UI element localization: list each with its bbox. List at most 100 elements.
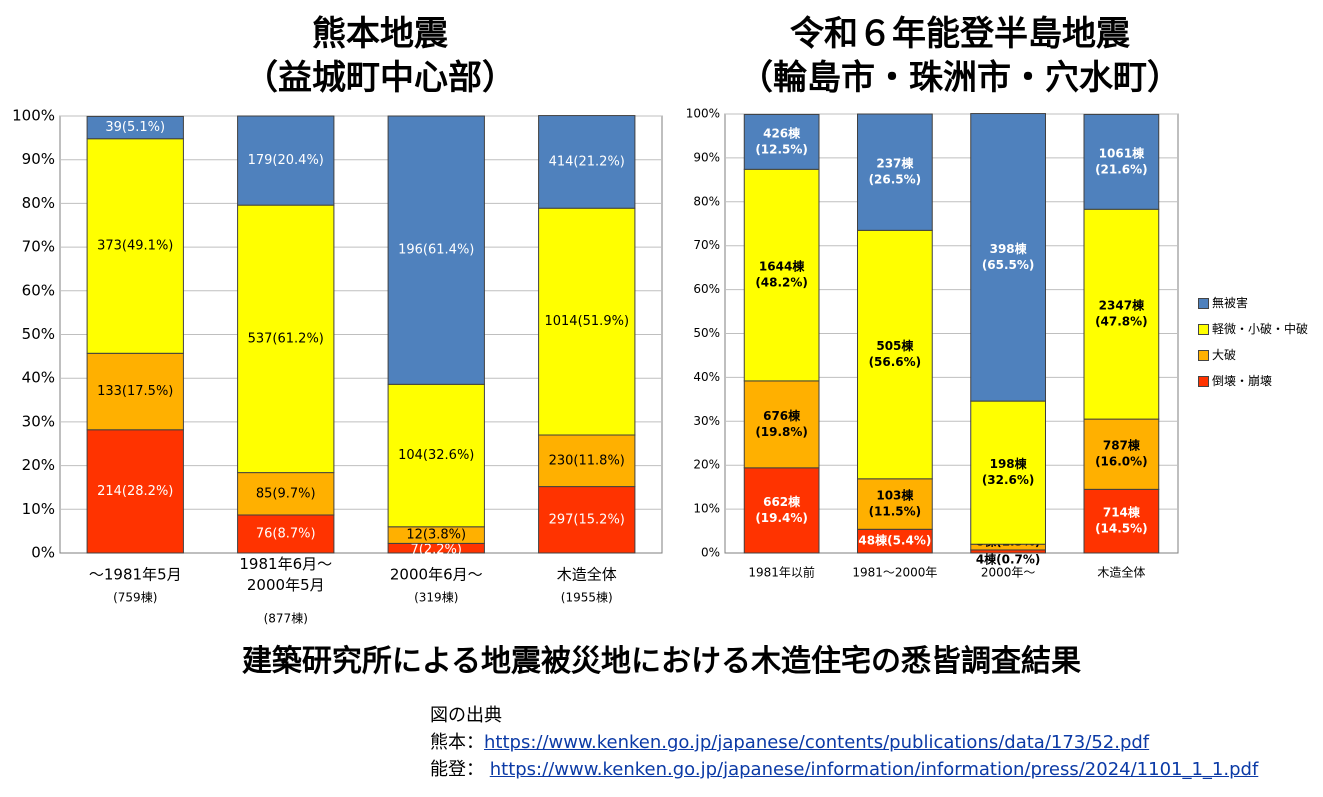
noto-bar-segment-minor	[743, 168, 820, 382]
kumamoto-bar-segment-collapse	[538, 486, 636, 554]
kumamoto-data-label-none: 39(5.1%)	[105, 120, 165, 135]
noto-y-tick-label: 10%	[693, 502, 720, 516]
kumamoto-bar-segment-major	[86, 352, 184, 431]
kumamoto-y-tick-label: 50%	[22, 325, 55, 343]
noto-y-tick-label: 80%	[693, 194, 720, 208]
noto-bar-segment-collapse	[1083, 488, 1160, 554]
legend-label-major: 大破	[1212, 348, 1237, 362]
kumamoto-x-category-label: ～1981年5月	[89, 566, 182, 584]
noto-bar-segment-none	[1083, 113, 1160, 210]
noto-data-label-minor: 1644棟(48.2%)	[755, 259, 808, 290]
kumamoto-bar-segment-none	[538, 115, 636, 209]
noto-bar-segment-minor	[970, 400, 1046, 545]
legend-swatch-major	[1198, 349, 1209, 361]
noto-bar-segment-major	[743, 380, 820, 469]
kumamoto-y-tick-label: 30%	[22, 412, 55, 430]
kumamoto-x-category-count: (319棟)	[414, 590, 458, 605]
noto-data-label-none: 237棟(26.5%)	[869, 156, 922, 187]
noto-bar-segment-major	[1083, 418, 1160, 490]
kumamoto-y-tick-label: 0%	[31, 544, 55, 562]
source-kumamoto-prefix: 熊本：	[430, 732, 484, 753]
noto-x-category-label: 2000年～	[981, 566, 1036, 580]
legend-item-major: 大破	[1198, 342, 1308, 368]
source-noto-prefix: 能登：	[430, 759, 490, 780]
noto-data-label-minor: 505棟(56.6%)	[869, 338, 922, 369]
source-noto-link[interactable]: https://www.kenken.go.jp/japanese/inform…	[489, 759, 1259, 780]
kumamoto-data-label-major: 12(3.8%)	[406, 528, 466, 543]
noto-data-label-minor: 2347棟(47.8%)	[1095, 298, 1148, 329]
kumamoto-y-tick-label: 90%	[22, 150, 55, 168]
source-kumamoto-link[interactable]: https://www.kenken.go.jp/japanese/conten…	[484, 732, 1150, 753]
kumamoto-bar-segment-none	[237, 115, 335, 206]
kumamoto-data-label-major: 230(11.8%)	[549, 453, 625, 468]
noto-x-category-label: 木造全体	[1097, 565, 1145, 580]
noto-legend: 無被害 軽微・小破・中破 大破 倒壊・崩壊	[1198, 290, 1308, 394]
noto-y-tick-label: 70%	[693, 238, 720, 252]
legend-label-collapse: 倒壊・崩壊	[1212, 374, 1273, 388]
noto-bar-segment-major	[857, 478, 933, 530]
legend-swatch-none	[1198, 297, 1209, 309]
kumamoto-y-tick-label: 60%	[22, 281, 55, 299]
kumamoto-data-label-major: 85(9.7%)	[256, 486, 316, 501]
noto-title: 令和６年能登半島地震 （輪島市・珠洲市・穴水町）	[680, 12, 1240, 100]
noto-bar-segment-none	[857, 113, 933, 231]
kumamoto-y-tick-label: 10%	[22, 500, 55, 518]
kumamoto-bar-segment-collapse	[237, 514, 335, 554]
kumamoto-data-label-none: 196(61.4%)	[398, 243, 474, 258]
kumamoto-data-label-collapse: 214(28.2%)	[97, 484, 173, 499]
kumamoto-bar-segment-none	[387, 115, 485, 385]
noto-chart: 0% 10% 20% 30% 40% 50% 60% 70% 80% 90% 100% 662棟(19…	[686, 107, 1179, 580]
kumamoto-title-line2: （益城町中心部）	[244, 58, 516, 98]
kumamoto-data-label-collapse: 76(8.7%)	[256, 526, 316, 541]
kumamoto-data-label-minor: 373(49.1%)	[97, 239, 173, 254]
source-noto: 能登： https://www.kenken.go.jp/japanese/in…	[430, 756, 1258, 783]
noto-y-tick-label: 90%	[693, 150, 720, 164]
noto-data-label-collapse: 4棟(0.7%)	[976, 552, 1041, 567]
legend-swatch-collapse	[1198, 375, 1209, 387]
noto-bar-segment-minor	[1083, 208, 1160, 420]
kumamoto-data-label-major: 133(17.5%)	[97, 384, 173, 399]
kumamoto-bar-segment-minor	[538, 207, 636, 436]
noto-y-tick-label: 0%	[701, 546, 720, 560]
kumamoto-x-category-count: (1955棟)	[561, 590, 613, 605]
noto-data-label-major: 676棟(19.8%)	[755, 408, 808, 439]
legend-item-collapse: 倒壊・崩壊	[1198, 368, 1308, 394]
noto-data-label-collapse: 714棟(14.5%)	[1095, 505, 1148, 536]
kumamoto-data-label-collapse: 7(2.2%)	[411, 543, 462, 558]
noto-data-label-collapse: 48棟(5.4%)	[858, 533, 931, 548]
noto-x-category-label: 1981～2000年	[852, 566, 937, 580]
kumamoto-data-label-collapse: 297(15.2%)	[549, 512, 625, 527]
kumamoto-x-category-count: (877棟)	[264, 611, 308, 626]
figure-caption: 建築研究所による地震被災地における木造住宅の悉皆調査結果	[241, 644, 1082, 679]
kumamoto-bar-segment-minor	[237, 204, 335, 474]
kumamoto-y-tick-label: 20%	[22, 456, 55, 474]
kumamoto-data-label-minor: 1014(51.9%)	[544, 314, 629, 329]
kumamoto-y-tick-label: 40%	[22, 369, 55, 387]
kumamoto-data-label-minor: 104(32.6%)	[398, 448, 474, 463]
noto-y-tick-label: 30%	[693, 414, 720, 428]
noto-data-label-major: 787棟(16.0%)	[1095, 438, 1148, 469]
kumamoto-bar-segment-minor	[86, 138, 184, 354]
noto-x-category-label: 1981年以前	[748, 565, 815, 580]
noto-bar-segment-collapse	[743, 467, 820, 554]
noto-data-label-none: 426棟(12.5%)	[755, 125, 808, 156]
noto-data-label-none: 398棟(65.5%)	[982, 241, 1035, 272]
kumamoto-x-category-label: 2000年6月～	[390, 566, 483, 584]
kumamoto-title: 熊本地震 （益城町中心部）	[130, 12, 630, 100]
legend-swatch-minor	[1198, 323, 1209, 335]
legend-label-none: 無被害	[1212, 296, 1249, 310]
noto-bar-segment-none	[970, 113, 1046, 402]
legend-item-none: 無被害	[1198, 290, 1308, 316]
source-heading: 図の出典	[430, 705, 502, 726]
kumamoto-bar-segment-major	[538, 434, 636, 488]
kumamoto-x-category-label: 木造全体	[557, 566, 617, 584]
kumamoto-data-label-none: 414(21.2%)	[549, 154, 625, 169]
noto-y-tick-label: 50%	[693, 326, 720, 340]
noto-y-tick-label: 40%	[693, 370, 720, 384]
source-kumamoto: 熊本：https://www.kenken.go.jp/japanese/con…	[430, 729, 1258, 756]
kumamoto-x-category-count: (759棟)	[113, 590, 157, 605]
kumamoto-y-tick-label: 80%	[22, 194, 55, 212]
noto-y-tick-label: 60%	[693, 282, 720, 296]
kumamoto-title-line1: 熊本地震	[312, 14, 448, 54]
source-block: 図の出典 熊本：https://www.kenken.go.jp/japanes…	[430, 702, 1258, 783]
